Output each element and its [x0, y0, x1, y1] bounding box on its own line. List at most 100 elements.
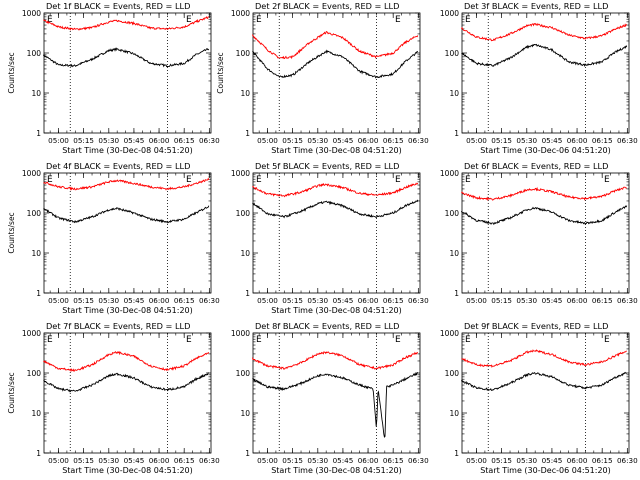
- y-tick-label: 1000: [440, 329, 459, 338]
- x-tick-label: 06:30: [617, 296, 638, 305]
- series-line-lld: [252, 182, 419, 198]
- series-line-lld: [43, 177, 210, 191]
- x-tick-label: 06:00: [149, 136, 170, 145]
- x-tick-label: 05:15: [282, 136, 303, 145]
- x-tick-label: 06:00: [358, 296, 379, 305]
- x-tick-label: 06:30: [199, 456, 220, 465]
- x-tick-label: 05:45: [542, 456, 563, 465]
- series-line-lld: [251, 351, 419, 370]
- event-marker-marker-left: E: [47, 175, 53, 185]
- event-marker-marker-right: E: [604, 175, 610, 185]
- event-marker-marker-left: E: [256, 175, 262, 185]
- x-tick-label: 05:45: [333, 136, 354, 145]
- y-tick-label: 1000: [231, 9, 250, 18]
- x-tick-label: 05:00: [257, 456, 278, 465]
- x-tick-label: 05:30: [98, 136, 119, 145]
- y-tick-label: 10: [240, 409, 250, 418]
- y-tick-label: 1: [454, 289, 459, 298]
- x-tick-label: 06:00: [567, 136, 588, 145]
- x-tick-label: 05:15: [491, 136, 512, 145]
- y-axis-label: Counts/sec: [7, 372, 16, 413]
- y-tick-label: 10: [240, 249, 250, 258]
- plot-frame: [43, 172, 212, 294]
- series-line-events: [43, 205, 210, 224]
- chart-title: Det 2f BLACK = Events, RED = LLD: [255, 1, 399, 11]
- y-tick-label: 1: [36, 289, 41, 298]
- x-tick-label: 05:00: [466, 136, 487, 145]
- x-tick-label: 05:15: [282, 456, 303, 465]
- event-marker-marker-left: E: [465, 15, 471, 25]
- x-tick-label: 05:30: [516, 136, 537, 145]
- chart-panel: Det 9f BLACK = Events, RED = LLD E E 1 10 100…: [440, 321, 638, 475]
- series-line-lld: [461, 22, 627, 42]
- x-tick-label: 05:00: [257, 296, 278, 305]
- plot-frame: [252, 12, 421, 134]
- y-tick-label: 100: [27, 369, 42, 378]
- chart-title: Det 5f BLACK = Events, RED = LLD: [255, 161, 399, 171]
- series-line-lld: [461, 186, 628, 201]
- series-line-events: [43, 372, 209, 393]
- series-line-events: [461, 43, 628, 67]
- x-axis-label: Start Time (30-Dec-08 04:51:20): [271, 466, 402, 475]
- chart-panel: Det 4f BLACK = Events, RED = LLD E E 1 10 100…: [7, 161, 220, 315]
- event-marker-marker-right: E: [186, 15, 192, 25]
- chart-panel: Det 2f BLACK = Events, RED = LLD E E 1 10 100…: [216, 1, 429, 155]
- event-marker-marker-right: E: [395, 335, 401, 345]
- x-tick-label: 05:00: [48, 136, 69, 145]
- x-tick-label: 06:30: [199, 136, 220, 145]
- series-line-events: [42, 47, 210, 68]
- y-axis-label: Counts/sec: [7, 52, 16, 93]
- chart-title: Det 4f BLACK = Events, RED = LLD: [46, 161, 190, 171]
- y-tick-label: 1: [36, 449, 41, 458]
- x-tick-label: 06:15: [383, 136, 404, 145]
- x-tick-label: 05:15: [491, 456, 512, 465]
- chart-panel: Det 5f BLACK = Events, RED = LLD E E 1 10 100…: [231, 161, 429, 315]
- event-marker-marker-right: E: [395, 175, 401, 185]
- y-tick-label: 1000: [440, 169, 459, 178]
- y-tick-label: 100: [27, 49, 42, 58]
- y-tick-label: 1: [454, 449, 459, 458]
- chart-title: Det 9f BLACK = Events, RED = LLD: [464, 321, 608, 331]
- x-axis-label: Start Time (30-Dec-08 04:51:20): [271, 146, 402, 155]
- x-tick-label: 05:30: [98, 456, 119, 465]
- x-tick-label: 05:00: [466, 456, 487, 465]
- x-tick-label: 05:45: [542, 136, 563, 145]
- y-tick-label: 100: [445, 209, 460, 218]
- y-tick-label: 1000: [22, 329, 41, 338]
- chart-title: Det 8f BLACK = Events, RED = LLD: [255, 321, 399, 331]
- plot-frame: [252, 172, 421, 294]
- x-axis-label: Start Time (30-Dec-06 04:51:20): [480, 146, 611, 155]
- y-tick-label: 1: [245, 289, 250, 298]
- event-marker-marker-right: E: [186, 335, 192, 345]
- y-tick-label: 1000: [22, 9, 41, 18]
- y-tick-label: 1: [36, 129, 41, 138]
- event-marker-marker-left: E: [47, 15, 53, 25]
- x-tick-label: 05:45: [124, 296, 145, 305]
- series-line-lld: [43, 350, 210, 373]
- x-tick-label: 05:30: [307, 136, 328, 145]
- x-tick-label: 06:15: [592, 136, 613, 145]
- plot-frame: [43, 332, 212, 454]
- plot-frame: [461, 332, 630, 454]
- x-tick-label: 06:15: [592, 456, 613, 465]
- x-axis-label: Start Time (30-Dec-06 04:51:20): [480, 466, 611, 475]
- x-tick-label: 05:45: [124, 136, 145, 145]
- y-tick-label: 10: [240, 89, 250, 98]
- y-tick-label: 1000: [22, 169, 41, 178]
- x-tick-label: 06:00: [358, 136, 379, 145]
- y-tick-label: 10: [449, 409, 459, 418]
- chart-title: Det 1f BLACK = Events, RED = LLD: [46, 1, 190, 11]
- x-tick-label: 06:00: [567, 456, 588, 465]
- x-tick-label: 05:30: [98, 296, 119, 305]
- x-tick-label: 06:00: [567, 296, 588, 305]
- chart-title: Det 7f BLACK = Events, RED = LLD: [46, 321, 190, 331]
- x-tick-label: 05:45: [333, 296, 354, 305]
- x-tick-label: 05:45: [333, 456, 354, 465]
- y-tick-label: 10: [31, 89, 41, 98]
- plot-frame: [461, 172, 630, 294]
- series-line-events: [252, 371, 419, 438]
- plot-frame: [252, 332, 421, 454]
- y-tick-label: 100: [236, 369, 251, 378]
- event-marker-marker-right: E: [395, 15, 401, 25]
